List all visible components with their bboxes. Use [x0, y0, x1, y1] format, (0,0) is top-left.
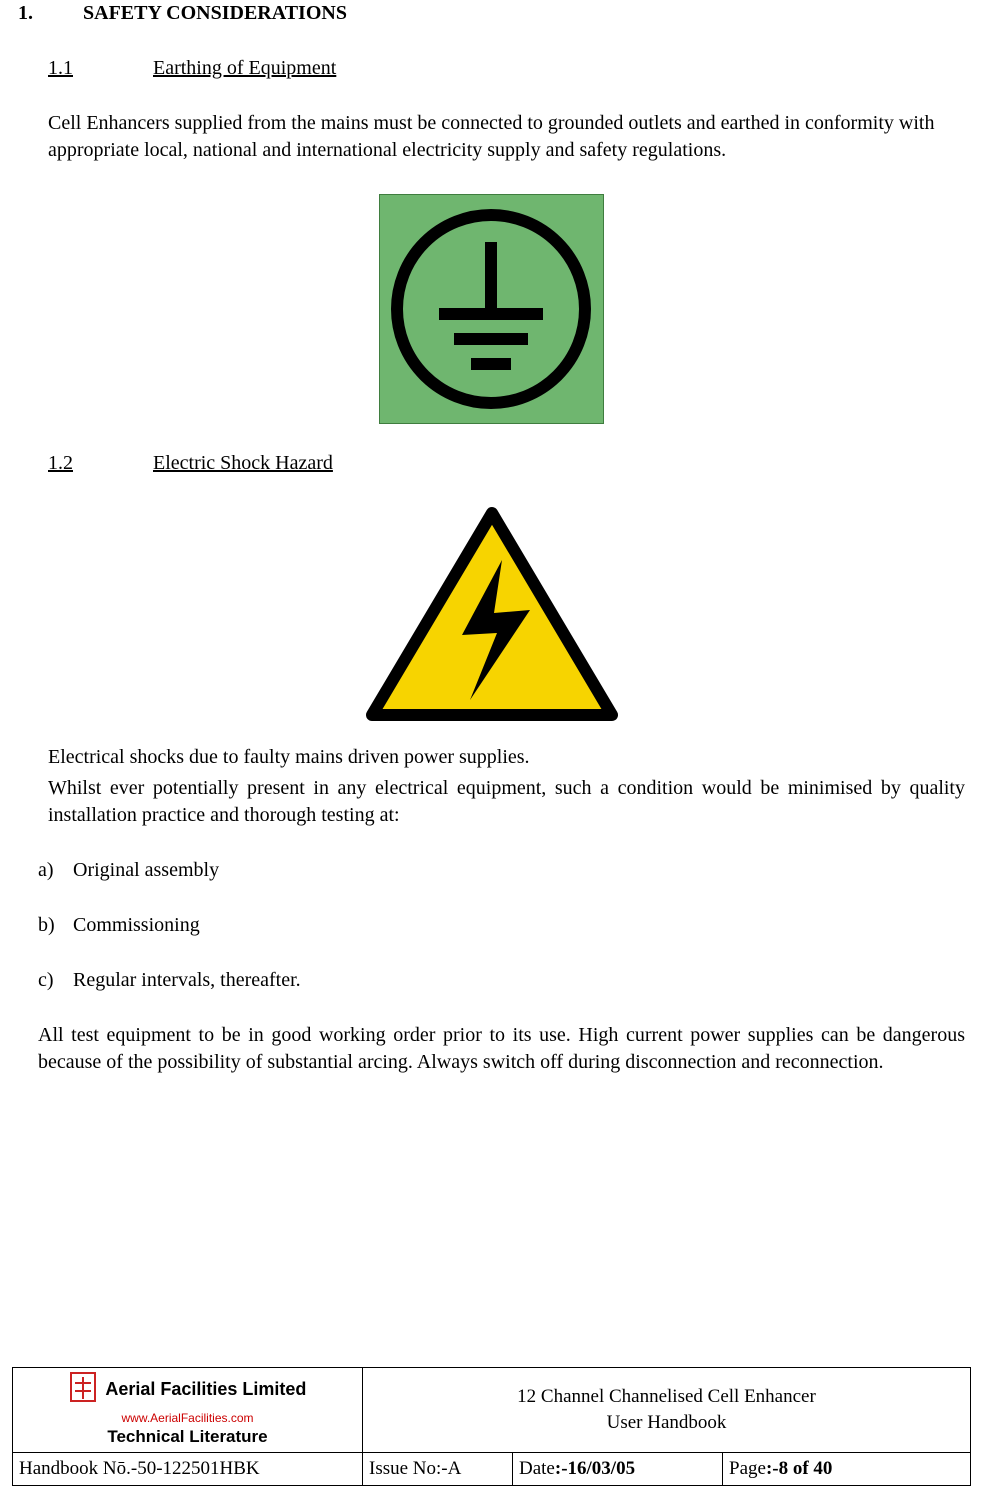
issue-value: A	[448, 1458, 462, 1479]
subsection-2-heading: 1.2 Electric Shock Hazard	[48, 450, 965, 477]
shock-paragraph-2: Whilst ever potentially present in any e…	[48, 775, 965, 829]
issue-label: Issue No:-	[369, 1458, 448, 1479]
section-title: SAFETY CONSIDERATIONS	[83, 2, 347, 24]
subsection-1-number: 1.1	[48, 55, 148, 82]
testing-list: a) Original assembly b) Commissioning c)…	[38, 857, 965, 994]
footer-page-cell: Page:-8 of 40	[723, 1453, 970, 1485]
logo-url: www.AerialFacilities.com	[121, 1410, 253, 1426]
list-item: b) Commissioning	[38, 912, 965, 939]
page-value: :-8 of 40	[766, 1458, 832, 1479]
page-footer: Aerial Facilities Limited www.AerialFaci…	[12, 1367, 971, 1486]
warning-triangle-icon	[362, 505, 622, 738]
list-item: a) Original assembly	[38, 857, 965, 884]
subsection-2-number: 1.2	[48, 450, 148, 477]
page-label: Page	[729, 1458, 766, 1479]
list-item: c) Regular intervals, thereafter.	[38, 967, 965, 994]
subsection-1-paragraph: Cell Enhancers supplied from the mains m…	[48, 110, 965, 164]
footer-doc-title-cell: 12 Channel Channelised Cell Enhancer Use…	[363, 1368, 970, 1453]
subsection-1-title: Earthing of Equipment	[153, 57, 336, 79]
footer-logo-cell: Aerial Facilities Limited www.AerialFaci…	[13, 1368, 363, 1453]
subsection-2-title: Electric Shock Hazard	[153, 452, 333, 474]
logo-company-name: Aerial Facilities Limited	[105, 1379, 306, 1399]
list-item-label: b)	[38, 912, 68, 939]
doc-title-line1: 12 Channel Channelised Cell Enhancer	[517, 1384, 816, 1410]
list-item-text: Original assembly	[73, 859, 219, 881]
date-value: :-16/03/05	[555, 1458, 635, 1479]
footer-issue-cell: Issue No:-A	[363, 1453, 513, 1485]
date-label: Date	[519, 1458, 555, 1479]
list-item-label: a)	[38, 857, 68, 884]
logo-icon	[69, 1371, 97, 1411]
list-item-label: c)	[38, 967, 68, 994]
earth-symbol-icon	[379, 194, 604, 432]
section-heading: 1. SAFETY CONSIDERATIONS	[18, 0, 965, 27]
list-item-text: Regular intervals, thereafter.	[73, 969, 301, 991]
footer-date-cell: Date:-16/03/05	[513, 1453, 723, 1485]
subsection-1-heading: 1.1 Earthing of Equipment	[48, 55, 965, 82]
final-paragraph: All test equipment to be in good working…	[38, 1022, 965, 1076]
section-number: 1.	[18, 0, 78, 27]
logo-subtitle: Technical Literature	[107, 1426, 267, 1449]
handbook-label: Handbook Nō.-	[19, 1458, 137, 1479]
earth-symbol-figure	[18, 194, 965, 432]
handbook-value: 50-122501HBK	[137, 1458, 259, 1479]
footer-handbook-cell: Handbook Nō.-50-122501HBK	[13, 1453, 363, 1485]
list-item-text: Commissioning	[73, 914, 200, 936]
shock-paragraph-1: Electrical shocks due to faulty mains dr…	[48, 744, 965, 771]
warning-triangle-figure	[18, 505, 965, 738]
doc-title-line2: User Handbook	[607, 1410, 727, 1436]
